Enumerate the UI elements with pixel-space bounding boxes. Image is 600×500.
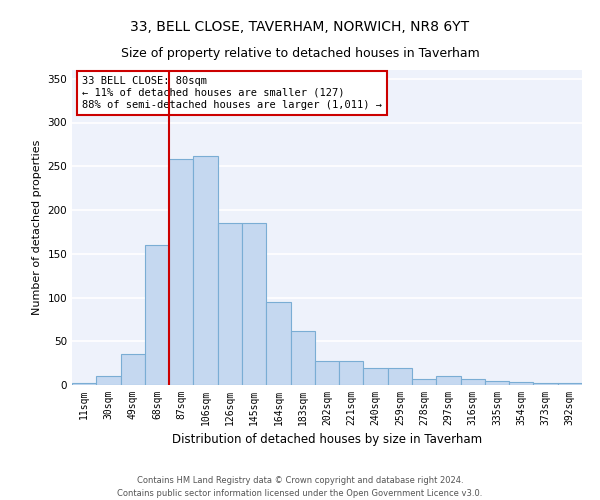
X-axis label: Distribution of detached houses by size in Taverham: Distribution of detached houses by size … xyxy=(172,434,482,446)
Bar xyxy=(412,379,436,385)
Bar xyxy=(558,383,582,385)
Bar xyxy=(315,362,339,385)
Bar xyxy=(72,383,96,385)
Text: Contains HM Land Registry data © Crown copyright and database right 2024.
Contai: Contains HM Land Registry data © Crown c… xyxy=(118,476,482,498)
Text: Size of property relative to detached houses in Taverham: Size of property relative to detached ho… xyxy=(121,48,479,60)
Bar xyxy=(509,382,533,385)
Bar xyxy=(193,156,218,385)
Bar xyxy=(388,368,412,385)
Bar xyxy=(96,376,121,385)
Bar xyxy=(364,368,388,385)
Bar xyxy=(169,159,193,385)
Bar xyxy=(266,302,290,385)
Bar xyxy=(290,331,315,385)
Text: 33 BELL CLOSE: 80sqm
← 11% of detached houses are smaller (127)
88% of semi-deta: 33 BELL CLOSE: 80sqm ← 11% of detached h… xyxy=(82,76,382,110)
Bar xyxy=(145,245,169,385)
Bar xyxy=(218,223,242,385)
Bar xyxy=(121,354,145,385)
Bar xyxy=(339,362,364,385)
Y-axis label: Number of detached properties: Number of detached properties xyxy=(32,140,42,315)
Bar xyxy=(461,379,485,385)
Text: 33, BELL CLOSE, TAVERHAM, NORWICH, NR8 6YT: 33, BELL CLOSE, TAVERHAM, NORWICH, NR8 6… xyxy=(130,20,470,34)
Bar xyxy=(485,380,509,385)
Bar xyxy=(533,383,558,385)
Bar xyxy=(436,376,461,385)
Bar xyxy=(242,223,266,385)
